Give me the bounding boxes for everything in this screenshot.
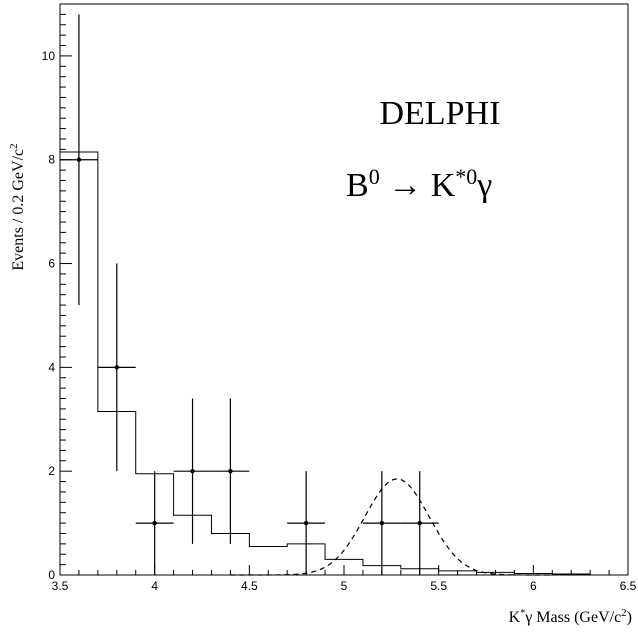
plot-frame <box>59 3 629 576</box>
annotation-decay: B0 → K*0γ <box>346 164 492 204</box>
y-tick-label: 4 <box>48 360 55 374</box>
data-point <box>287 471 326 575</box>
data-point <box>135 471 174 575</box>
x-axis-title: K*γ Mass (GeV/c2) <box>509 607 632 626</box>
y-tick-label: 8 <box>48 153 55 167</box>
plot-area <box>59 3 629 576</box>
data-point <box>97 263 136 472</box>
y-tick-label: 2 <box>48 464 55 478</box>
point-marker <box>152 520 157 526</box>
x-tick-label: 5.5 <box>430 579 447 593</box>
data-point <box>400 471 439 575</box>
point-marker <box>417 520 422 526</box>
point-marker <box>228 468 233 474</box>
x-tick-label: 5 <box>341 579 348 593</box>
point-marker <box>190 468 195 474</box>
point-marker <box>303 520 309 526</box>
y-tick-label: 0 <box>48 568 55 582</box>
x-tick-label: 3.5 <box>52 579 69 593</box>
x-tick-label: 6 <box>530 579 537 593</box>
y-axis: 0 2 4 6 8 10 <box>42 3 72 582</box>
y-axis-title: Events / 0.2 GeV/c2 <box>8 143 27 270</box>
background-histogram <box>59 151 628 576</box>
y-tick-label: 6 <box>48 257 55 271</box>
point-marker <box>76 157 82 162</box>
data-point <box>173 398 212 544</box>
x-tick-label: 6.5 <box>620 579 637 593</box>
data-points <box>60 14 439 575</box>
data-point <box>362 471 401 575</box>
x-tick-label: 4.5 <box>241 579 258 593</box>
x-axis: 3.5 4 4.5 5 5.5 6 6.5 <box>52 565 637 593</box>
y-tick-label: 10 <box>42 49 56 63</box>
point-marker <box>379 520 385 526</box>
point-marker <box>114 365 120 370</box>
x-tick-label: 4 <box>151 579 158 593</box>
annotation-experiment: DELPHI <box>380 95 501 132</box>
data-point <box>211 398 250 544</box>
signal-curve <box>230 478 553 576</box>
data-point <box>60 14 98 306</box>
